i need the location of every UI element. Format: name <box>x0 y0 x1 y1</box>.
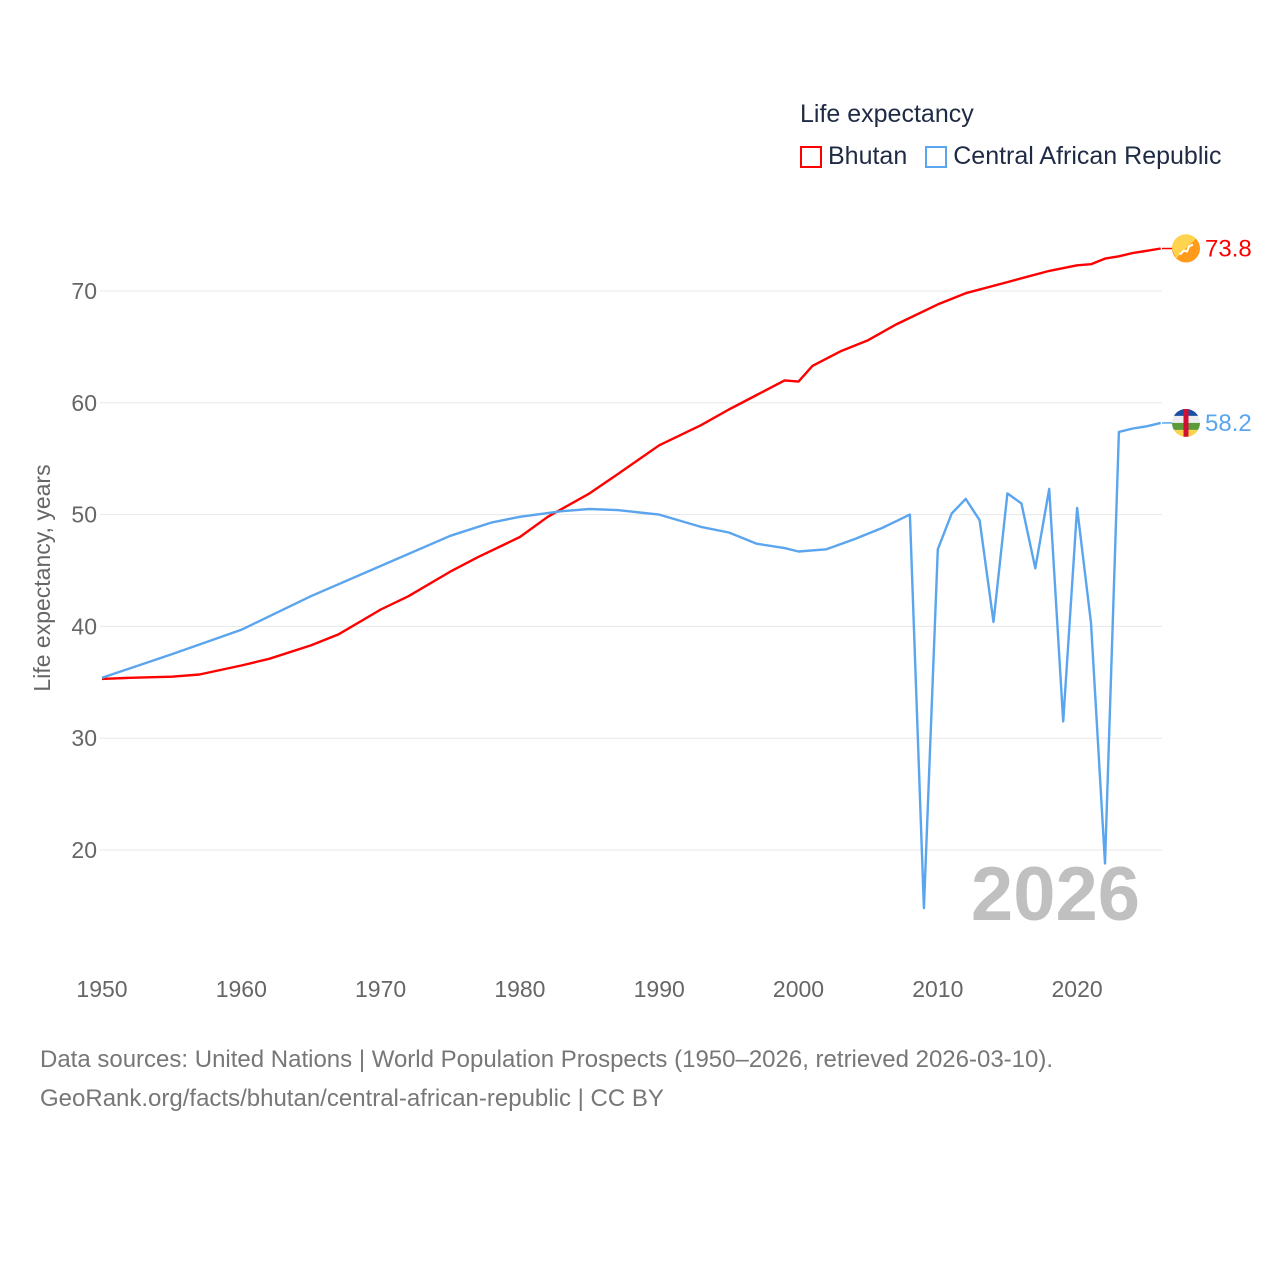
footer-link[interactable]: GeoRank.org/facts/bhutan/central-african… <box>40 1085 664 1112</box>
series-line-car <box>101 421 1161 910</box>
x-tick-label: 1970 <box>355 976 406 1002</box>
y-tick-label: 40 <box>71 613 97 639</box>
x-tick-label: 1960 <box>216 976 267 1002</box>
y-tick-label: 60 <box>71 390 97 416</box>
legend: Bhutan Central African Republic <box>800 142 1221 171</box>
legend-item-bhutan[interactable]: Bhutan <box>800 142 907 171</box>
x-tick-label: 2000 <box>773 976 824 1002</box>
end-value-label: 73.8 <box>1205 236 1252 263</box>
series-line-bhutan <box>101 247 1161 681</box>
y-tick-label: 30 <box>71 725 97 751</box>
legend-item-car[interactable]: Central African Republic <box>925 142 1221 171</box>
central-african-republic-flag-icon <box>1172 408 1200 437</box>
y-tick-label: 50 <box>71 502 97 528</box>
legend-title: Life expectancy <box>800 100 974 128</box>
legend-swatch-bhutan <box>800 145 822 168</box>
x-tick-label: 2010 <box>912 976 963 1002</box>
legend-swatch-car <box>925 145 948 168</box>
end-value-label: 58.2 <box>1205 410 1252 437</box>
legend-label: Bhutan <box>828 142 908 170</box>
legend-label: Central African Republic <box>953 142 1222 170</box>
footer-sources: Data sources: United Nations | World Pop… <box>40 1046 1054 1073</box>
x-tick-label: 1950 <box>76 976 127 1002</box>
x-tick-label: 1980 <box>494 976 545 1002</box>
bhutan-flag-icon <box>1171 234 1200 263</box>
y-tick-label: 20 <box>71 837 97 863</box>
y-tick-label: 70 <box>71 278 97 304</box>
year-watermark: 2026 <box>971 852 1140 937</box>
x-tick-label: 1990 <box>634 976 685 1002</box>
y-axis-label: Life expectancy, years <box>29 464 55 691</box>
x-tick-label: 2020 <box>1052 976 1103 1002</box>
